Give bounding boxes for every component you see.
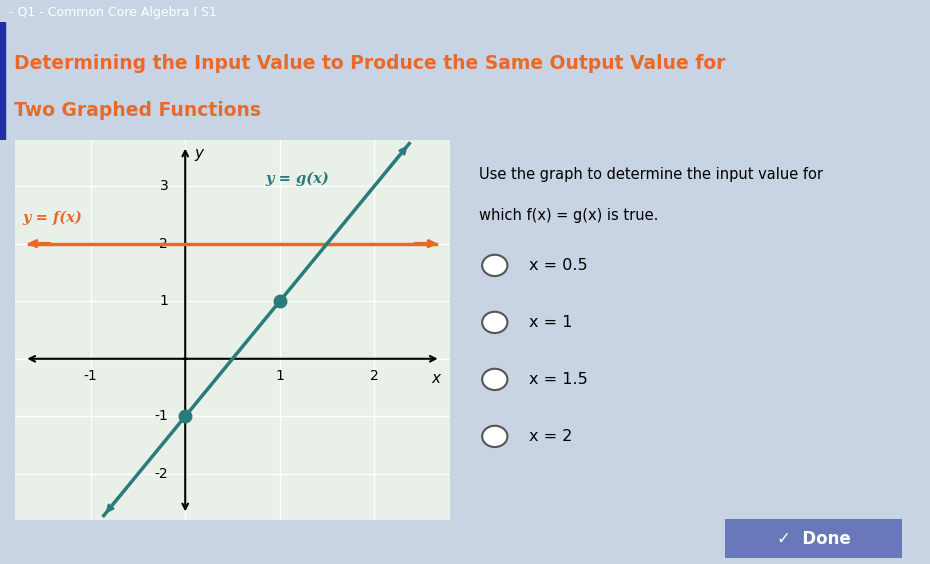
Text: Determining the Input Value to Produce the Same Output Value for: Determining the Input Value to Produce t…: [14, 54, 725, 73]
Text: Two Graphed Functions: Two Graphed Functions: [14, 101, 261, 120]
Text: y: y: [194, 146, 204, 161]
Bar: [0, 22, 5, 140]
Text: y = g(x): y = g(x): [266, 172, 329, 186]
Text: x = 1: x = 1: [528, 315, 572, 330]
Text: -1: -1: [154, 409, 168, 424]
Text: 2: 2: [370, 369, 379, 383]
Text: x = 2: x = 2: [528, 429, 572, 444]
Circle shape: [482, 312, 508, 333]
Circle shape: [482, 255, 508, 276]
Circle shape: [482, 426, 508, 447]
Text: 3: 3: [159, 179, 168, 193]
Text: 1: 1: [275, 369, 285, 383]
Text: -2: -2: [154, 467, 168, 481]
Text: 2: 2: [159, 237, 168, 250]
Text: x = 1.5: x = 1.5: [528, 372, 588, 387]
Text: which f(x) = g(x) is true.: which f(x) = g(x) is true.: [479, 209, 658, 223]
Text: ✓  Done: ✓ Done: [777, 530, 851, 548]
Text: -1: -1: [84, 369, 98, 383]
Text: - Q1 - Common Core Algebra I S1: - Q1 - Common Core Algebra I S1: [9, 6, 218, 19]
Text: y = f(x): y = f(x): [22, 210, 83, 225]
Text: x = 0.5: x = 0.5: [528, 258, 587, 273]
Text: x: x: [432, 372, 440, 386]
Text: 1: 1: [159, 294, 168, 308]
Text: Use the graph to determine the input value for: Use the graph to determine the input val…: [479, 166, 823, 182]
Circle shape: [482, 369, 508, 390]
